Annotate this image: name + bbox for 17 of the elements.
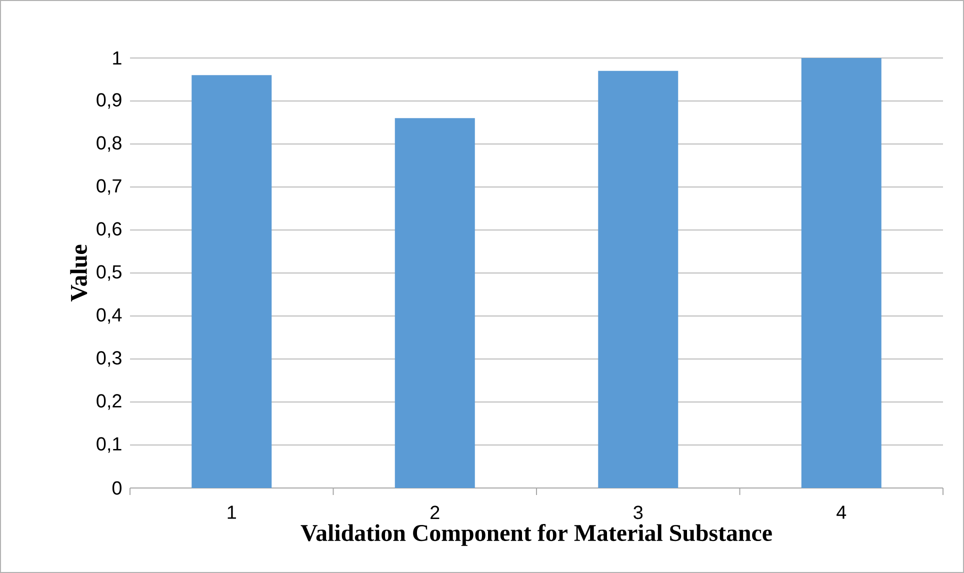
y-tick-label: 0,5 [96, 265, 122, 281]
y-tick-label: 0,4 [96, 308, 122, 324]
x-axis-title: Validation Component for Material Substance [300, 524, 772, 546]
x-tick-label: 4 [836, 506, 846, 519]
y-tick-label: 0,7 [96, 179, 122, 195]
y-tick-label: 0,1 [96, 437, 122, 453]
x-tick-label: 1 [228, 506, 236, 519]
y-tick-label: 0,6 [96, 222, 122, 238]
y-tick-label: 1 [113, 51, 122, 64]
y-axis-title: Value [70, 244, 88, 302]
y-tick-label: 0,9 [96, 93, 122, 109]
y-tick-label: 0,8 [96, 136, 122, 152]
y-tick-label: 0,2 [96, 394, 122, 410]
x-tick-label: 3 [634, 506, 643, 520]
x-tick-label: 2 [430, 506, 440, 519]
y-tick-label: 0,3 [96, 351, 122, 367]
y-tick-label: 0 [112, 481, 122, 495]
